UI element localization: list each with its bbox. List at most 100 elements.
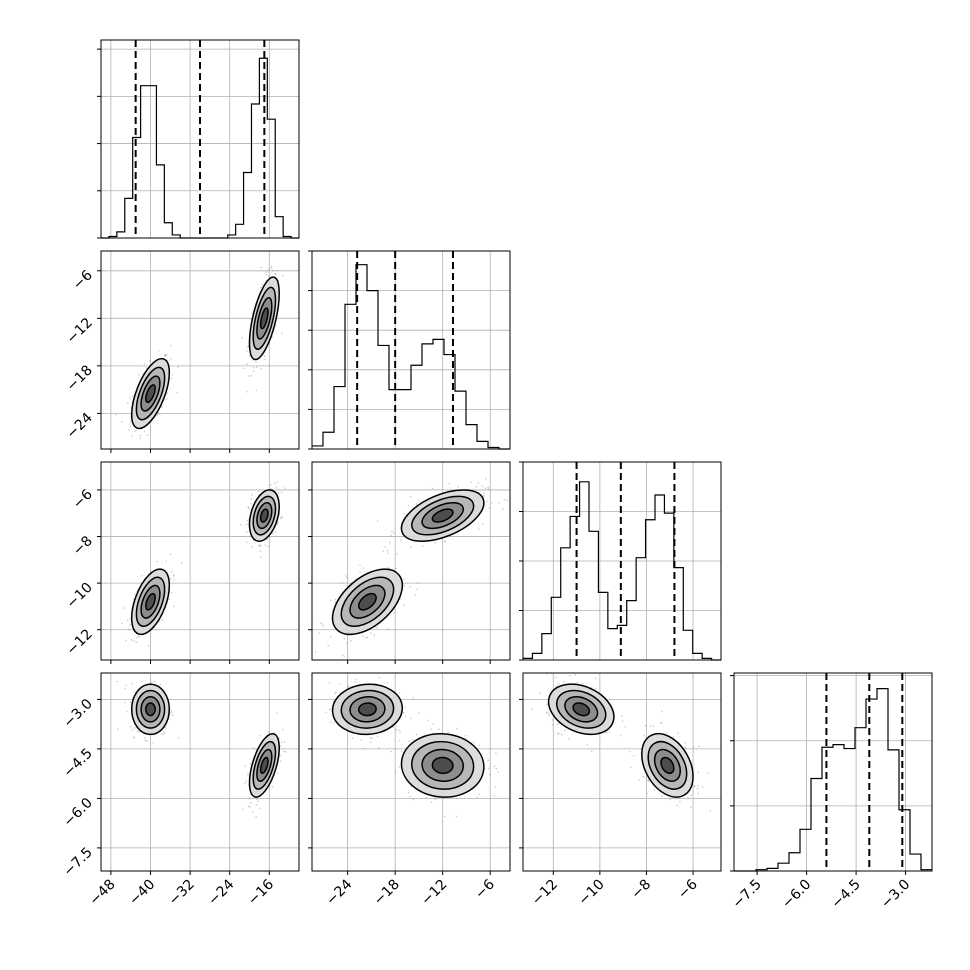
sample-point [177, 366, 179, 368]
sample-point [136, 730, 139, 732]
x-tick-label: −6 [472, 876, 498, 902]
sample-point [555, 685, 557, 687]
sample-point [482, 495, 485, 497]
sample-point [409, 795, 411, 798]
sample-point [443, 540, 446, 542]
density-contour [145, 702, 156, 717]
sample-point [152, 742, 155, 744]
sample-point [677, 732, 679, 734]
sample-point [169, 578, 172, 580]
sample-point [701, 786, 704, 788]
sample-point [649, 725, 652, 728]
sample-point [399, 731, 401, 734]
sample-point [395, 567, 398, 570]
sample-point [164, 354, 166, 357]
density-contour [340, 576, 395, 627]
sample-point [590, 686, 593, 689]
density-contour [349, 584, 386, 619]
sample-point [430, 801, 433, 803]
sample-point [164, 355, 166, 357]
sample-point [629, 766, 632, 768]
sample-point [412, 697, 414, 699]
sample-point [427, 719, 429, 722]
sample-point [246, 363, 248, 365]
sample-point [170, 377, 173, 380]
sample-point [259, 734, 262, 737]
sample-point [661, 710, 663, 713]
sample-point [369, 736, 372, 739]
sample-point [270, 267, 273, 269]
sample-point [371, 737, 373, 740]
sample-point [476, 796, 479, 799]
sample-point [258, 490, 260, 493]
sample-point [493, 794, 496, 797]
sample-point [638, 779, 640, 781]
sample-point [276, 522, 279, 525]
sample-point [359, 564, 361, 566]
density-contour [248, 276, 280, 361]
density-contour [331, 568, 404, 636]
histogram-1 [312, 264, 510, 450]
sample-point [172, 574, 175, 576]
sample-point [620, 715, 623, 717]
sample-point [278, 737, 281, 739]
sample-point [481, 485, 484, 488]
sample-point [170, 591, 173, 594]
sample-point [408, 740, 410, 743]
sample-point [240, 523, 242, 526]
sample-point [161, 619, 163, 621]
y-tick-label: −12 [64, 626, 96, 658]
density-3-0 [116, 680, 287, 818]
sample-point [176, 392, 179, 394]
sample-point [272, 269, 274, 272]
sample-point [180, 562, 183, 564]
sample-point [404, 706, 407, 709]
sample-point [581, 682, 584, 685]
x-tick-label: −24 [323, 876, 355, 908]
density-band [145, 384, 156, 403]
sample-point [274, 272, 277, 275]
sample-point [247, 773, 249, 776]
sample-point [477, 528, 480, 531]
sample-point [392, 726, 394, 728]
sample-point [488, 767, 490, 770]
sample-point [487, 488, 490, 490]
sample-point [478, 744, 480, 747]
sample-point [386, 628, 389, 631]
sample-point [241, 808, 244, 811]
sample-point [268, 268, 270, 271]
sample-point [279, 754, 282, 757]
sample-point [698, 745, 700, 748]
sample-point [147, 644, 150, 647]
sample-point [280, 516, 282, 519]
density-contour [252, 740, 277, 790]
sample-point [477, 482, 480, 485]
sample-point [373, 634, 376, 637]
density-contour [252, 286, 277, 350]
sample-point [255, 389, 258, 392]
density-1-0 [115, 265, 284, 440]
sample-point [160, 733, 163, 736]
sample-point [277, 521, 279, 523]
sample-point [568, 737, 570, 740]
density-band [145, 703, 156, 716]
sample-point [360, 739, 363, 741]
sample-point [364, 637, 367, 639]
sample-point [318, 632, 320, 635]
sample-point [314, 651, 317, 653]
sample-point [170, 357, 172, 360]
sample-point [134, 430, 136, 433]
sample-point [677, 797, 680, 800]
x-tick-label: −24 [205, 876, 237, 908]
sample-point [258, 544, 261, 546]
sample-point [341, 654, 344, 657]
sample-point [410, 717, 412, 720]
sample-point [124, 687, 126, 690]
sample-point [661, 795, 664, 798]
sample-point [387, 566, 390, 569]
sample-point [382, 550, 385, 553]
sample-point [271, 532, 274, 535]
sample-point [252, 747, 255, 749]
sample-point [415, 503, 418, 505]
sample-point [259, 550, 262, 552]
